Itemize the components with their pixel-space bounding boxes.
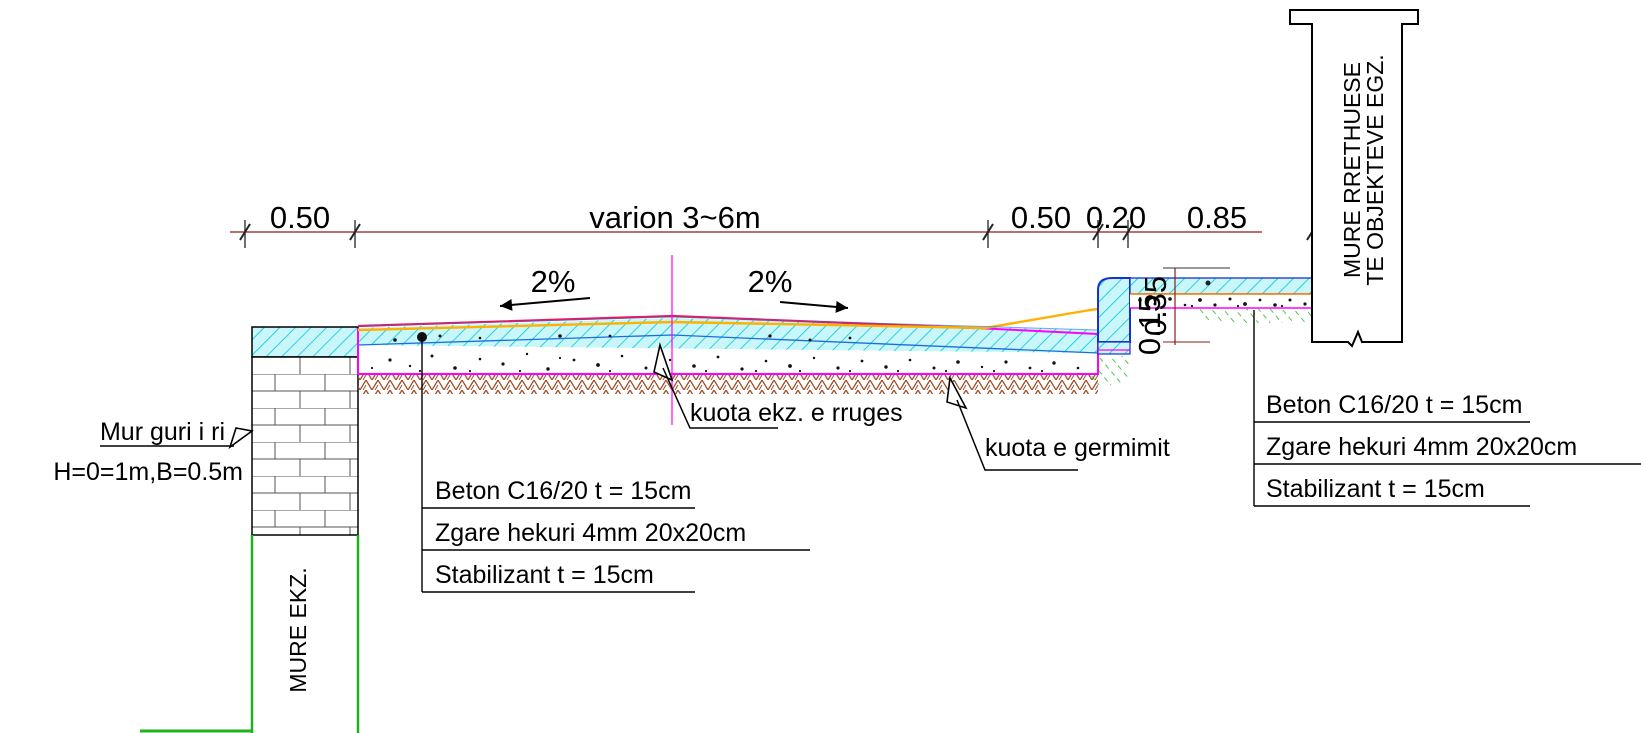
level-leaders: kuota ekz. e rruges kuota e germimit [653,342,1170,471]
slope-left: 2% [531,264,576,299]
excavation-level-label: kuota e germimit [985,434,1170,462]
dim-curb-depth: 0.15 [1132,295,1167,355]
dim-road-width: varion 3~6m [589,200,760,235]
dim-width-left: 0.50 [270,200,330,235]
new-stone-wall [251,326,359,536]
left-layer-stabilizer: Stabilizant t = 15cm [435,561,654,589]
existing-road-level-label: kuota ekz. e rruges [690,399,903,427]
dim-channel-width: 0.50 [1011,200,1071,235]
right-layer-stabilizer: Stabilizant t = 15cm [1266,475,1485,503]
vertical-dimensions: 0.35 0.15 [1132,267,1230,355]
slope-arrows: 2% 2% [499,264,849,313]
new-wall-size-label: H=0=1m,B=0.5m [53,458,243,486]
slope-right: 2% [748,264,793,299]
existing-wall: MURE EKZ. [140,535,360,733]
dim-curb-height: 0.35 [1138,276,1173,336]
boundary-wall-label-1: MURE RRETHUESE [1339,62,1365,278]
wall-label-group: Mur guri i ri H=0=1m,B=0.5m [53,418,254,486]
layer-callout-right: Beton C16/20 t = 15cm Zgare hekuri 4mm 2… [1253,310,1641,507]
dim-sidewalk-width: 0.85 [1187,200,1247,235]
road-pavement [357,255,1301,425]
boundary-wall: MURE RRETHUESE TE OBJEKTEVE EGZ. [1289,9,1419,348]
left-layer-concrete: Beton C16/20 t = 15cm [435,477,691,505]
dim-curb-width: 0.20 [1086,200,1146,235]
left-layer-mesh: Zgare hekuri 4mm 20x20cm [435,519,746,547]
layer-callout-left: Beton C16/20 t = 15cm Zgare hekuri 4mm 2… [421,337,810,593]
curb [1097,277,1131,366]
soil-hatch [358,374,1098,394]
existing-wall-label: MURE EKZ. [285,567,311,692]
boundary-wall-label-2: TE OBJEKTEVE EGZ. [1362,54,1388,285]
grass-hatch-left [1090,365,1128,385]
dimension-chain: 0.50 varion 3~6m 0.50 0.20 0.85 [230,200,1318,248]
right-layer-mesh: Zgare hekuri 4mm 20x20cm [1266,433,1577,461]
right-layer-concrete: Beton C16/20 t = 15cm [1266,391,1522,419]
new-wall-label: Mur guri i ri [100,418,225,446]
